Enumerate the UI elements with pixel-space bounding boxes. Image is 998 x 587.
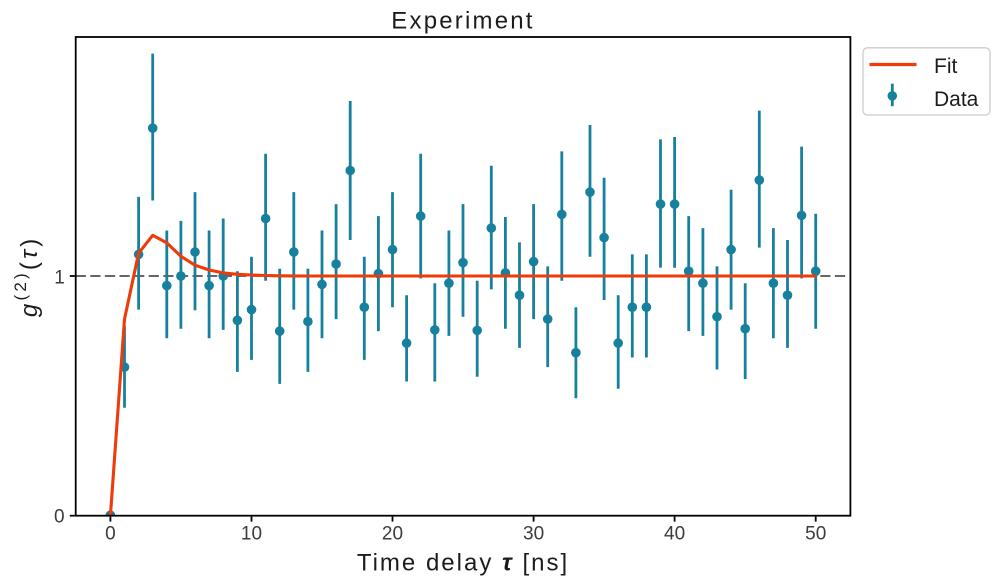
svg-text:20: 20 (382, 524, 403, 545)
svg-text:0: 0 (54, 506, 65, 527)
svg-text:Fit: Fit (934, 55, 957, 78)
svg-text:Time delay τ [ns]: Time delay τ [ns] (357, 550, 569, 577)
svg-text:Data: Data (934, 88, 979, 111)
svg-text:50: 50 (805, 524, 826, 545)
svg-text:0: 0 (105, 524, 116, 545)
svg-text:1: 1 (54, 268, 65, 289)
svg-text:Experiment: Experiment (391, 8, 534, 35)
svg-text:g(2)(τ): g(2)(τ) (11, 236, 43, 318)
svg-text:40: 40 (664, 524, 685, 545)
svg-text:30: 30 (523, 524, 544, 545)
svg-text:10: 10 (241, 524, 262, 545)
